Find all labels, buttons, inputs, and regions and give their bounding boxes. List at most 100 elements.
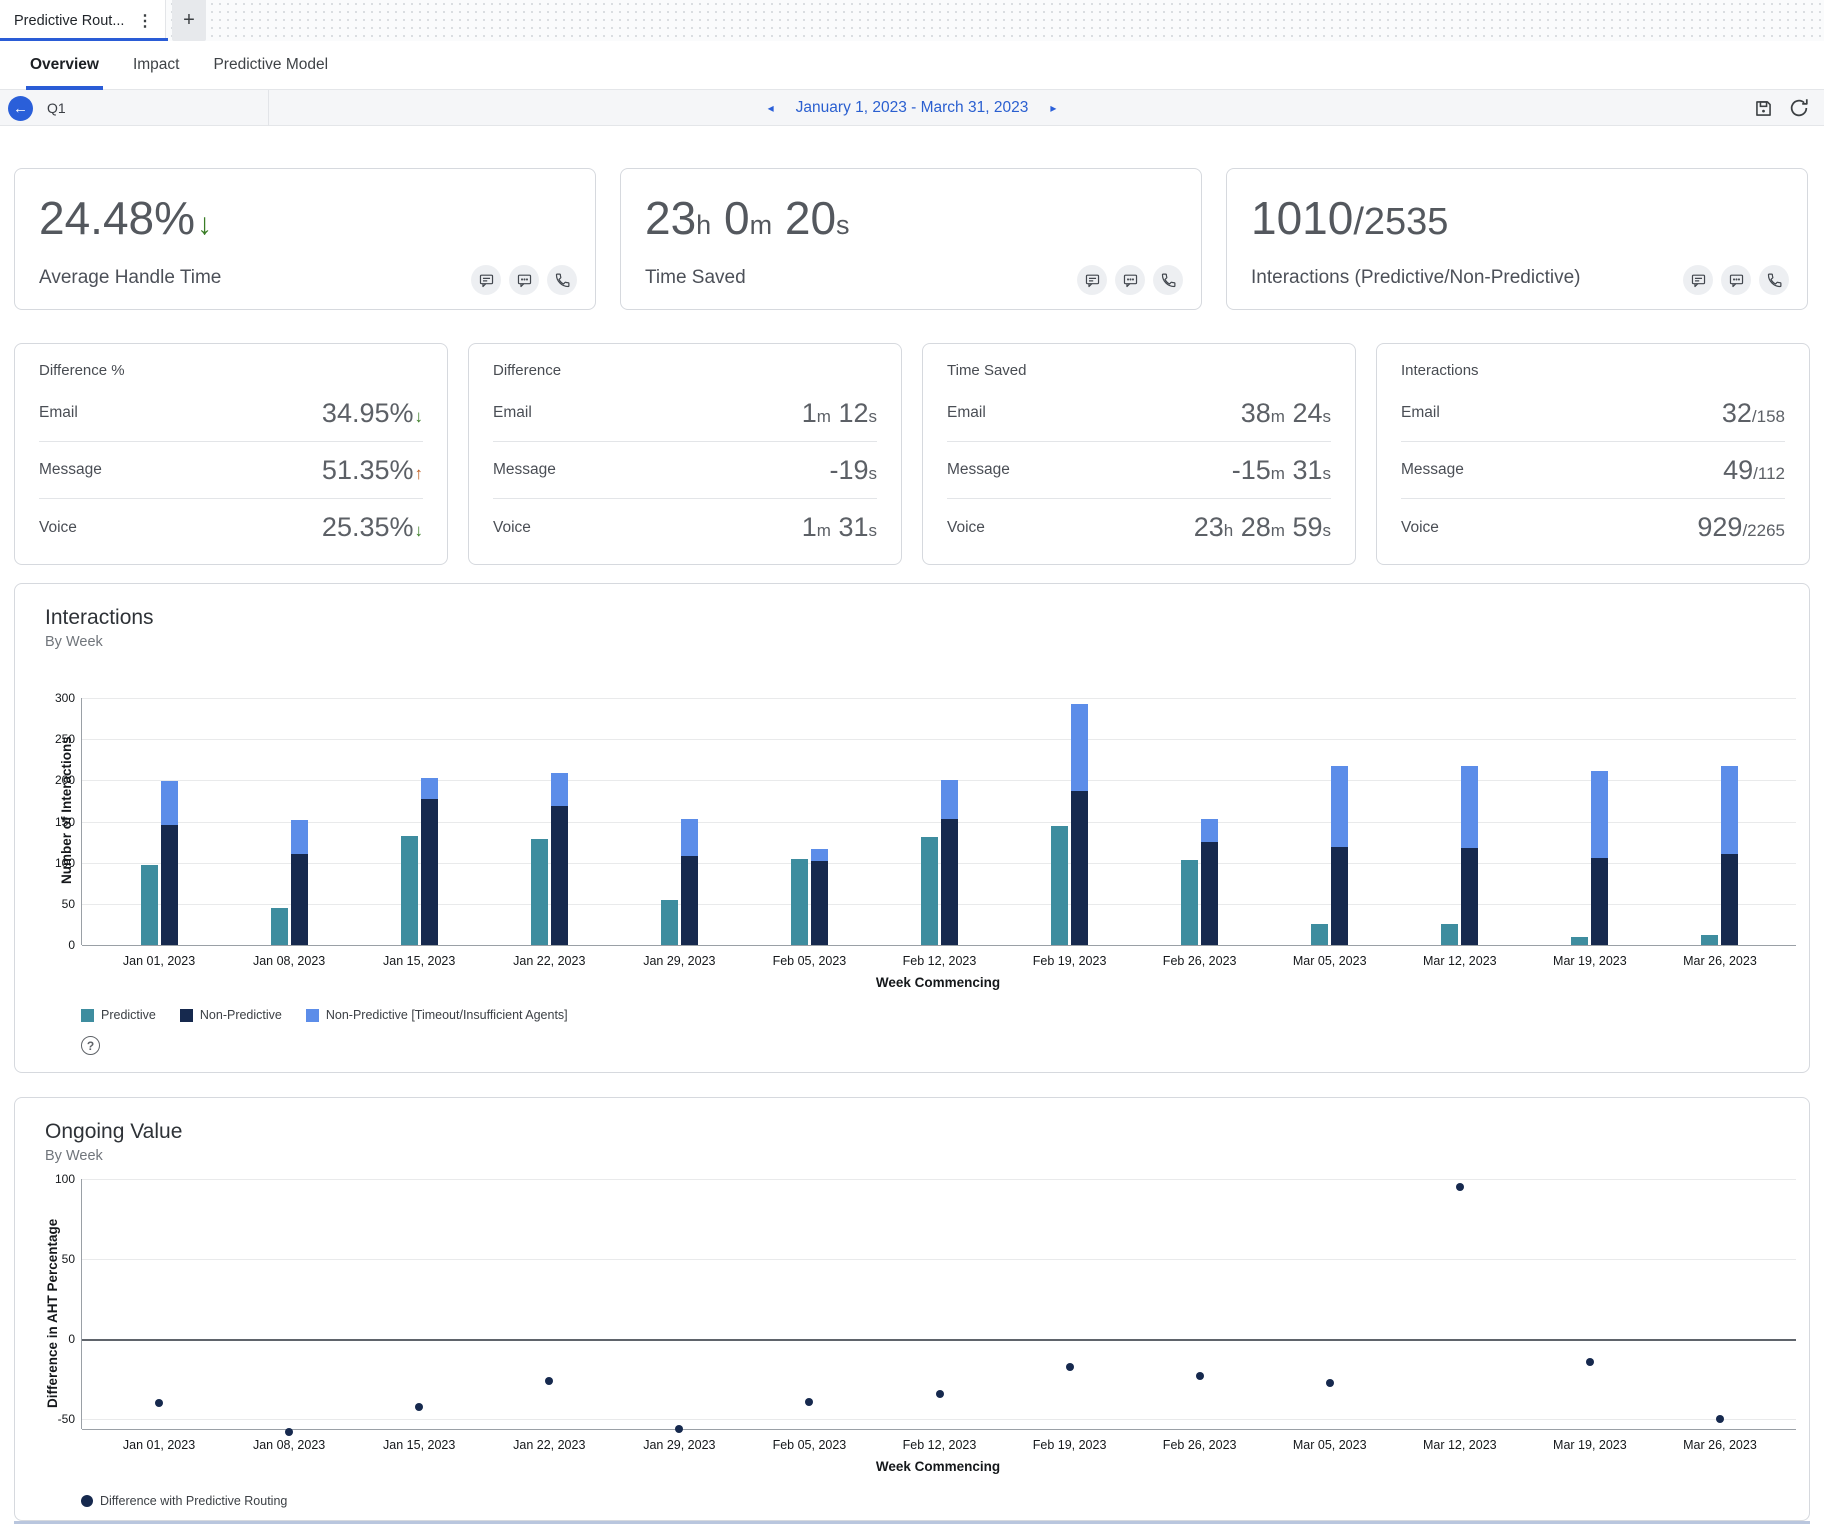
dashboard-tab-title: Predictive Rout... xyxy=(14,12,125,29)
y-tick-label: 0 xyxy=(68,938,75,952)
interactions-x-axis-title: Week Commencing xyxy=(875,975,1001,990)
message-bubble-button[interactable] xyxy=(1721,265,1751,295)
stat-row-label: Message xyxy=(39,461,102,478)
voice-phone-button[interactable] xyxy=(547,265,577,295)
bar-predictive xyxy=(660,899,678,945)
x-tick-label: Jan 15, 2023 xyxy=(383,1438,456,1452)
legend-swatch xyxy=(179,1008,193,1022)
gridline xyxy=(82,903,1796,905)
gridline xyxy=(82,698,1796,699)
toolbar: ← Q1 ◂ January 1, 2023 - March 31, 2023 … xyxy=(0,90,1824,126)
legend-label: Non-Predictive [Timeout/Insufficient Age… xyxy=(325,1008,568,1022)
ongoing-panel-subtitle: By Week xyxy=(45,1148,103,1164)
stat-row: Message -15m 31s xyxy=(947,442,1331,499)
kpi-label: Interactions (Predictive/Non-Predictive) xyxy=(1251,267,1581,288)
gridline xyxy=(82,862,1796,864)
chevron-right-icon[interactable]: ▸ xyxy=(1050,101,1057,115)
stat-card: Time Saved Email 38m 24s Message -15m 31s Vo… xyxy=(922,343,1356,565)
x-tick-label: Mar 26, 2023 xyxy=(1683,954,1757,968)
kebab-menu-icon[interactable]: ⋮ xyxy=(137,12,153,30)
dashboard-tab[interactable]: Predictive Rout... ⋮ xyxy=(0,0,166,41)
email-chat-button[interactable] xyxy=(471,265,501,295)
bar-non-predictive xyxy=(680,856,698,945)
stat-card: Difference Email 1m 12s Message -19s Voice 1m… xyxy=(468,343,902,565)
bar-predictive xyxy=(1571,936,1589,945)
y-tick-label: 100 xyxy=(54,855,75,870)
gridline xyxy=(82,739,1796,741)
legend-item[interactable]: Non-Predictive [Timeout/Insufficient Age… xyxy=(305,1008,568,1022)
bar-non-predictive xyxy=(941,819,958,945)
stat-row-label: Email xyxy=(1401,404,1440,421)
browser-tab-strip: Predictive Rout... ⋮ + xyxy=(0,0,1824,41)
bottom-accent-line xyxy=(14,1521,1810,1524)
tab-predictive-model[interactable]: Predictive Model xyxy=(213,56,329,73)
y-tick-label: 200 xyxy=(54,773,75,788)
stat-row: Message 51.35%↑ xyxy=(39,442,423,499)
scatter-point xyxy=(805,1397,814,1406)
bar-non-predictive-timeout xyxy=(1331,766,1349,848)
back-button[interactable]: ← Q1 xyxy=(8,90,66,126)
message-bubble-icon xyxy=(1729,274,1743,287)
bar-non-predictive xyxy=(550,805,568,945)
voice-phone-icon xyxy=(1161,273,1175,287)
legend-label: Predictive xyxy=(101,1008,156,1022)
voice-phone-icon xyxy=(555,273,569,287)
chevron-left-icon[interactable]: ◂ xyxy=(767,101,774,115)
bar-non-predictive xyxy=(1591,857,1609,945)
tab-impact[interactable]: Impact xyxy=(132,56,180,73)
voice-phone-button[interactable] xyxy=(1153,265,1183,295)
legend-item[interactable]: Difference with Predictive Routing xyxy=(81,1494,287,1508)
email-chat-icon xyxy=(1085,274,1099,287)
trend-down-arrow-icon: ↓ xyxy=(197,208,213,241)
scatter-point xyxy=(935,1389,944,1398)
save-icon[interactable] xyxy=(1753,98,1774,119)
active-tab-underline xyxy=(0,38,168,41)
bar-predictive xyxy=(921,837,938,945)
bar-non-predictive-timeout xyxy=(160,781,178,825)
stat-row-label: Message xyxy=(493,461,556,478)
email-chat-button[interactable] xyxy=(1077,265,1107,295)
bar-non-predictive-timeout xyxy=(810,848,828,862)
bar-predictive xyxy=(1181,860,1199,945)
new-tab-button[interactable]: + xyxy=(172,0,206,41)
date-range-label[interactable]: January 1, 2023 - March 31, 2023 xyxy=(795,99,1029,116)
voice-phone-button[interactable] xyxy=(1759,265,1789,295)
x-tick-label: Jan 22, 2023 xyxy=(513,954,586,968)
scatter-point xyxy=(415,1402,424,1411)
y-tick-label: 250 xyxy=(54,732,75,747)
message-bubble-button[interactable] xyxy=(509,265,539,295)
scatter-point xyxy=(675,1425,684,1433)
x-tick-label: Mar 19, 2023 xyxy=(1553,954,1627,968)
y-tick-label: 50 xyxy=(61,1252,75,1267)
bar-non-predictive xyxy=(1071,791,1089,945)
message-bubble-button[interactable] xyxy=(1115,265,1145,295)
email-chat-button[interactable] xyxy=(1683,265,1713,295)
legend-item[interactable]: Non-Predictive xyxy=(179,1008,282,1022)
stat-row-value: 34.95%↓ xyxy=(321,397,423,428)
bar-non-predictive-timeout xyxy=(1201,819,1219,843)
stat-card-title: Time Saved xyxy=(947,362,1027,379)
x-tick-label: Feb 26, 2023 xyxy=(1162,1438,1237,1452)
stat-row-value: 25.35%↓ xyxy=(321,512,423,542)
stat-card-title: Difference % xyxy=(39,362,125,379)
bar-non-predictive xyxy=(810,861,828,945)
refresh-icon[interactable] xyxy=(1788,97,1810,119)
tab-overview[interactable]: Overview xyxy=(26,41,103,90)
interactions-bar-plot: 0 50 100 150 200 250 300 Jan 01, 2023 Jan 08, 20… xyxy=(55,691,1796,968)
ongoing-value-panel: Ongoing Value By Week Difference in AHT … xyxy=(14,1097,1810,1521)
message-bubble-icon xyxy=(1123,274,1137,287)
stat-row: Voice 23h 28m 59s xyxy=(947,499,1331,556)
kpi-value: 1010/2535 xyxy=(1251,192,1449,244)
legend-label: Non-Predictive xyxy=(199,1008,282,1022)
legend-item[interactable]: Predictive xyxy=(81,1008,156,1022)
gridline xyxy=(82,1339,1796,1342)
message-bubble-icon xyxy=(517,274,531,287)
help-question-icon[interactable]: ? xyxy=(81,1036,100,1055)
stat-row-value: 51.35%↑ xyxy=(321,454,424,485)
trend-up-arrow-icon: ↑ xyxy=(414,463,424,483)
legend-swatch xyxy=(81,1008,94,1022)
bar-predictive xyxy=(1051,825,1069,945)
bar-non-predictive xyxy=(1721,853,1739,945)
stat-row-label: Message xyxy=(947,461,1010,478)
bar-non-predictive-timeout xyxy=(1721,766,1739,854)
